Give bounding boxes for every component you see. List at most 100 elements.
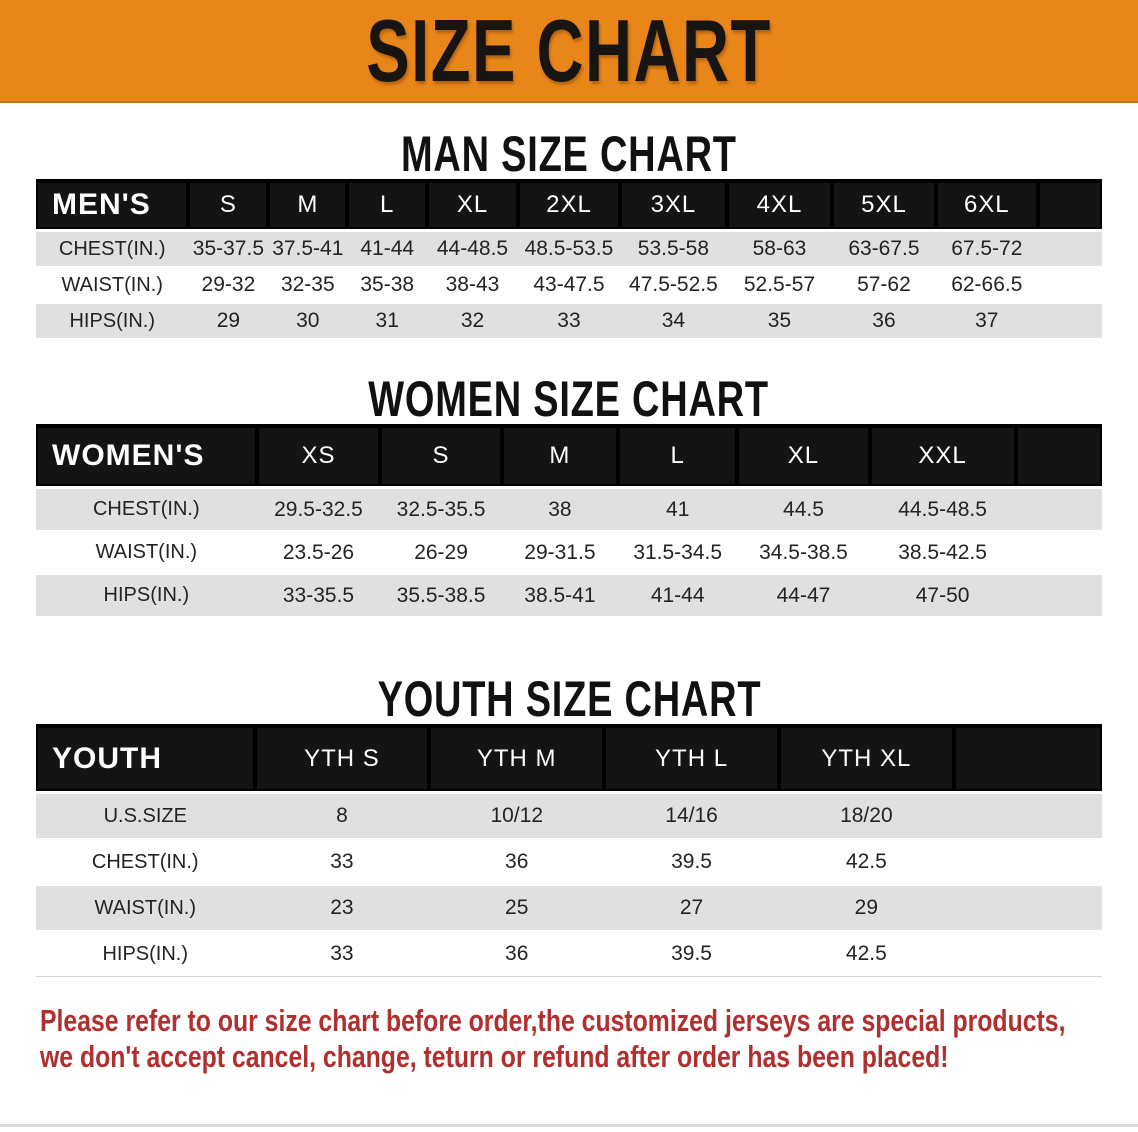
value-cell: 38 bbox=[501, 486, 618, 531]
value-cell: 44.5-48.5 bbox=[869, 486, 1016, 531]
value-cell: 35-37.5 bbox=[188, 229, 269, 267]
value-cell: 38.5-42.5 bbox=[869, 530, 1016, 574]
size-column-header: YTH XL bbox=[778, 724, 954, 794]
value-cell: 32 bbox=[427, 302, 518, 338]
table-row: CHEST(IN.) 35-37.5 37.5-41 41-44 44-48.5 48.5… bbox=[36, 229, 1102, 267]
size-column-header: M bbox=[501, 424, 618, 489]
value-cell: 29 bbox=[778, 884, 954, 932]
row-label-cell: U.S.SIZE bbox=[36, 791, 255, 840]
value-cell: 41-44 bbox=[618, 573, 738, 616]
row-label-cell: CHEST(IN.) bbox=[36, 486, 257, 531]
filler-cell bbox=[953, 884, 1102, 932]
filler-cell bbox=[953, 791, 1102, 840]
value-cell: 25 bbox=[429, 884, 605, 932]
filler-cell bbox=[1015, 424, 1102, 489]
size-column-header: S bbox=[380, 424, 502, 489]
size-column-header: XXL bbox=[869, 424, 1016, 489]
value-cell: 43-47.5 bbox=[517, 266, 621, 303]
row-label-cell: WAIST(IN.) bbox=[36, 530, 257, 574]
size-column-header: 4XL bbox=[726, 179, 833, 232]
value-cell: 41 bbox=[618, 486, 738, 531]
table-row: CHEST(IN.) 29.5-32.5 32.5-35.5 38 41 44.5 44.5… bbox=[36, 486, 1102, 531]
row-label-cell: CHEST(IN.) bbox=[36, 229, 189, 267]
value-cell: 35-38 bbox=[347, 266, 428, 303]
youth-size-chart-heading: YOUTH SIZE CHART bbox=[0, 674, 1138, 724]
man-size-chart-heading: MAN SIZE CHART bbox=[0, 129, 1138, 179]
value-cell: 35 bbox=[726, 302, 833, 338]
header-row: MEN'S S M L XL 2XL 3XL 4XL 5XL 6XL bbox=[36, 179, 1102, 232]
women-size-chart-heading: WOMEN SIZE CHART bbox=[0, 374, 1138, 424]
value-cell: 62-66.5 bbox=[935, 266, 1038, 303]
table-title-cell: YOUTH bbox=[36, 724, 255, 794]
value-cell: 36 bbox=[832, 302, 936, 338]
value-cell: 34 bbox=[620, 302, 727, 338]
heading-text: WOMEN SIZE CHART bbox=[368, 371, 770, 427]
filler-cell bbox=[1037, 179, 1102, 232]
value-cell: 37 bbox=[935, 302, 1038, 338]
filler-cell bbox=[1015, 530, 1102, 574]
table-title-cell: MEN'S bbox=[36, 179, 189, 232]
value-cell: 35.5-38.5 bbox=[380, 573, 502, 616]
row-label-cell: HIPS(IN.) bbox=[36, 930, 255, 977]
banner-title: SIZE CHART bbox=[366, 0, 772, 100]
table-row: HIPS(IN.) 29 30 31 32 33 34 35 36 37 bbox=[36, 302, 1102, 338]
value-cell: 47-50 bbox=[869, 573, 1016, 616]
value-cell: 48.5-53.5 bbox=[517, 229, 621, 267]
row-label-cell: WAIST(IN.) bbox=[36, 884, 255, 932]
value-cell: 57-62 bbox=[832, 266, 936, 303]
value-cell: 53.5-58 bbox=[620, 229, 727, 267]
value-cell: 29.5-32.5 bbox=[256, 486, 381, 531]
size-column-header: XS bbox=[256, 424, 381, 489]
size-column-header: S bbox=[188, 179, 269, 232]
table-row: WAIST(IN.) 23 25 27 29 bbox=[36, 884, 1102, 932]
value-cell: 63-67.5 bbox=[832, 229, 936, 267]
value-cell: 42.5 bbox=[778, 838, 954, 886]
size-column-header: YTH L bbox=[604, 724, 779, 794]
value-cell: 29-32 bbox=[188, 266, 269, 303]
youth-size-table: YOUTH YTH S YTH M YTH L YTH XL U.S.SIZE 8 10/1… bbox=[36, 724, 1102, 977]
filler-cell bbox=[1037, 266, 1102, 303]
filler-cell bbox=[1037, 302, 1102, 338]
filler-cell bbox=[1015, 486, 1102, 531]
value-cell: 67.5-72 bbox=[935, 229, 1038, 267]
mens-size-table: MEN'S S M L XL 2XL 3XL 4XL 5XL 6XL CHEST(IN.) 35-3… bbox=[36, 179, 1102, 338]
heading-text: MAN SIZE CHART bbox=[401, 126, 737, 182]
value-cell: 38-43 bbox=[427, 266, 518, 303]
value-cell: 41-44 bbox=[347, 229, 428, 267]
value-cell: 33 bbox=[254, 838, 430, 886]
value-cell: 37.5-41 bbox=[268, 229, 348, 267]
row-label-cell: HIPS(IN.) bbox=[36, 573, 257, 616]
size-column-header: YTH M bbox=[429, 724, 605, 794]
filler-cell bbox=[1037, 229, 1102, 267]
value-cell: 44.5 bbox=[737, 486, 870, 531]
table-row: WAIST(IN.) 23.5-26 26-29 29-31.5 31.5-34.5 34… bbox=[36, 530, 1102, 574]
value-cell: 58-63 bbox=[726, 229, 833, 267]
value-cell: 33 bbox=[254, 930, 430, 977]
value-cell: 36 bbox=[429, 838, 605, 886]
value-cell: 38.5-41 bbox=[501, 573, 618, 616]
value-cell: 42.5 bbox=[778, 930, 954, 977]
size-chart-banner: SIZE CHART bbox=[0, 0, 1138, 103]
value-cell: 8 bbox=[254, 791, 430, 840]
size-column-header: YTH S bbox=[254, 724, 430, 794]
size-column-header: M bbox=[268, 179, 348, 232]
row-label-cell: HIPS(IN.) bbox=[36, 302, 189, 338]
disclaimer-note: Please refer to our size chart before or… bbox=[40, 1003, 1138, 1075]
value-cell: 44-48.5 bbox=[427, 229, 518, 267]
size-column-header: L bbox=[618, 424, 738, 489]
size-column-header: 6XL bbox=[935, 179, 1038, 232]
size-column-header: 5XL bbox=[832, 179, 936, 232]
filler-cell bbox=[1015, 573, 1102, 616]
value-cell: 36 bbox=[429, 930, 605, 977]
value-cell: 52.5-57 bbox=[726, 266, 833, 303]
value-cell: 32-35 bbox=[268, 266, 348, 303]
size-column-header: L bbox=[347, 179, 428, 232]
value-cell: 10/12 bbox=[429, 791, 605, 840]
value-cell: 29 bbox=[188, 302, 269, 338]
bottom-edge-divider bbox=[0, 1124, 1138, 1127]
value-cell: 23 bbox=[254, 884, 430, 932]
size-column-header: 3XL bbox=[620, 179, 727, 232]
table-row: HIPS(IN.) 33-35.5 35.5-38.5 38.5-41 41-44 44-… bbox=[36, 573, 1102, 616]
value-cell: 30 bbox=[268, 302, 348, 338]
value-cell: 44-47 bbox=[737, 573, 870, 616]
